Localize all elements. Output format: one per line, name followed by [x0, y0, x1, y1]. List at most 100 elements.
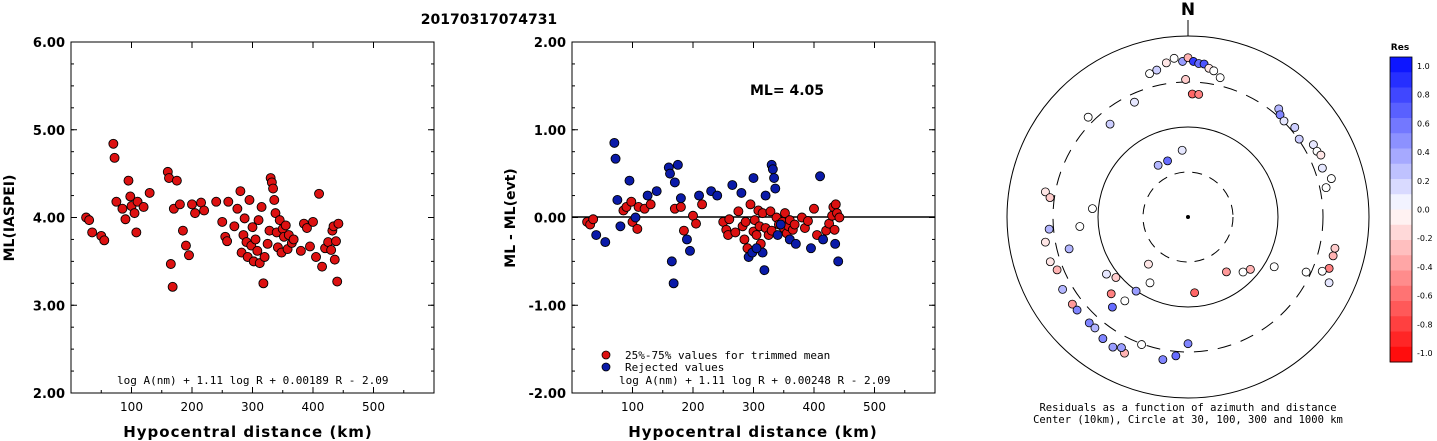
- middle-scatter-plot: 100 200 300 400 500 -2.00 -1.00 0.00 1.00 2.00 ML…: [503, 36, 936, 441]
- data-point: [789, 219, 800, 230]
- left-xtick-label: 500: [362, 400, 385, 414]
- polar-point: [1105, 119, 1115, 129]
- data-point: [190, 208, 200, 219]
- data-point: [109, 152, 120, 163]
- middle-xtick-label: 500: [863, 400, 886, 414]
- data-point: [818, 234, 829, 245]
- colorbar-segment: [1390, 179, 1412, 195]
- colorbar-segment: [1390, 285, 1412, 302]
- data-point: [117, 203, 128, 214]
- colorbar-segment: [1390, 72, 1412, 88]
- data-point: [333, 218, 344, 229]
- data-point: [167, 281, 178, 292]
- middle-ylabel: ML - ML(evt): [503, 168, 519, 267]
- polar-point: [1040, 237, 1050, 247]
- middle-xtick-label: 200: [682, 400, 705, 414]
- polar-residual-plot: N Residuals as a function of azimuth and…: [1006, 0, 1433, 426]
- data-point: [235, 186, 246, 197]
- legend-red-marker: [601, 350, 611, 360]
- polar-point: [1090, 323, 1100, 333]
- colorbar-segment: [1390, 87, 1412, 104]
- polar-point: [1317, 163, 1327, 173]
- data-point: [809, 203, 819, 214]
- left-ytick-label: 3.00: [33, 299, 65, 314]
- data-point: [685, 245, 695, 256]
- colorbar-segment: [1390, 57, 1412, 73]
- data-point: [626, 196, 637, 207]
- data-point: [815, 171, 825, 182]
- left-ytick-label: 2.00: [33, 387, 65, 402]
- data-point: [280, 220, 291, 231]
- data-point: [724, 214, 735, 225]
- data-point: [642, 190, 653, 201]
- ml-label: ML= 4.05: [750, 83, 824, 99]
- left-ylabel: ML(IASPEI): [2, 175, 18, 262]
- left-data-points: [81, 138, 344, 292]
- polar-point: [1222, 267, 1231, 277]
- colorbar-tick-label: 0.8: [1417, 91, 1430, 100]
- polar-point: [1083, 112, 1093, 122]
- colorbar-segment: [1390, 255, 1412, 271]
- data-point: [120, 214, 131, 225]
- colorbar-segment: [1390, 148, 1412, 165]
- colorbar-segment: [1390, 194, 1412, 210]
- colorbar-tick-label: 1.0: [1417, 62, 1430, 71]
- left-scatter-plot: 100 200 300 400 500 2.00 3.00 4.00 5.00 6.00 log …: [2, 36, 435, 441]
- polar-point: [1238, 267, 1248, 277]
- data-point: [769, 173, 780, 183]
- middle-ytick-label: -1.00: [529, 299, 566, 314]
- north-label: N: [1181, 0, 1195, 20]
- left-ytick-label: 4.00: [33, 212, 65, 227]
- polar-point: [1064, 244, 1074, 254]
- data-point: [253, 215, 264, 226]
- data-point: [295, 245, 306, 256]
- data-point: [311, 252, 321, 262]
- polar-point: [1330, 243, 1340, 253]
- left-ytick-label: 5.00: [33, 124, 65, 139]
- polar-point: [1052, 265, 1062, 275]
- polar-point: [1075, 222, 1085, 231]
- colorbar-segment: [1390, 118, 1412, 134]
- data-point: [694, 190, 704, 201]
- data-point: [187, 199, 197, 210]
- colorbar-segment: [1390, 102, 1412, 119]
- data-point: [770, 183, 781, 194]
- data-point: [730, 227, 741, 238]
- polar-point: [1163, 156, 1172, 166]
- data-point: [751, 243, 762, 254]
- data-point: [790, 238, 801, 249]
- data-point: [222, 236, 233, 247]
- polar-point: [1098, 334, 1108, 343]
- colorbar-segment: [1390, 316, 1412, 332]
- colorbar-segment: [1390, 209, 1412, 226]
- polar-point: [1171, 351, 1181, 361]
- data-point: [232, 203, 243, 214]
- polar-point: [1215, 73, 1225, 83]
- data-point: [615, 221, 626, 232]
- data-point: [806, 243, 816, 254]
- data-point: [736, 187, 747, 198]
- data-point: [329, 254, 340, 265]
- data-point: [223, 196, 234, 207]
- polar-point: [1088, 204, 1097, 214]
- polar-point: [1130, 97, 1139, 107]
- polar-point: [1301, 267, 1311, 277]
- data-point: [326, 245, 337, 255]
- polar-point: [1169, 53, 1179, 63]
- data-point: [268, 183, 279, 194]
- data-point: [682, 234, 692, 245]
- middle-ytick-label: -2.00: [529, 387, 566, 402]
- colorbar-tick-label: -1.0: [1417, 349, 1433, 358]
- data-point: [678, 225, 689, 236]
- data-point: [131, 227, 142, 238]
- polar-caption-line2: Center (10km), Circle at 30, 100, 300 an…: [1033, 414, 1343, 426]
- polar-point: [1158, 355, 1168, 365]
- data-point: [288, 234, 299, 245]
- data-point: [830, 238, 841, 249]
- data-point: [262, 238, 273, 249]
- data-point: [258, 278, 269, 289]
- colorbar-segment: [1390, 240, 1412, 256]
- colorbar-segment: [1390, 270, 1412, 287]
- data-point: [668, 278, 679, 289]
- data-point: [712, 190, 723, 201]
